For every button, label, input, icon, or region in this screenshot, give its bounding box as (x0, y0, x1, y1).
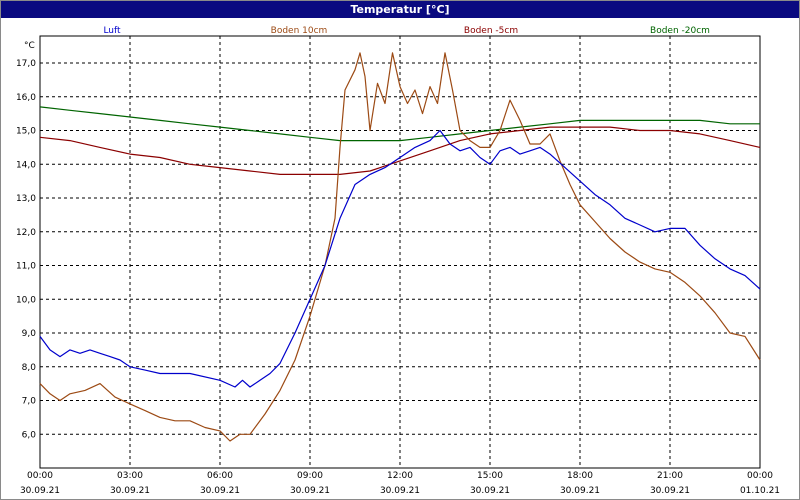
legend-entry: Boden 10cm (271, 26, 328, 36)
y-tick-label: 13,0 (16, 194, 36, 204)
x-tick-date: 30.09.21 (650, 486, 690, 496)
y-tick-label: 17,0 (16, 59, 36, 69)
series-lines (39, 52, 761, 442)
y-tick-label: 11,0 (16, 262, 36, 272)
y-axis-ticks: 6,0 7,0 8,0 9,0 10,0 11,0 12,0 13,0 14,0 15,0 16,0… (16, 59, 36, 440)
x-tick-date: 30.09.21 (290, 486, 330, 496)
y-tick-label: 8,0 (22, 363, 37, 373)
legend-entry: Boden -5cm (464, 26, 518, 36)
y-axis-unit: °C (24, 41, 35, 51)
series-line-boden-20cm (39, 106, 760, 142)
series-line-luft (39, 129, 761, 388)
x-tick-time: 18:00 (567, 471, 593, 481)
x-tick-date: 30.09.21 (20, 486, 60, 496)
legend-entry: Luft (103, 26, 121, 36)
x-tick-time: 09:00 (297, 471, 323, 481)
x-tick-date: 30.09.21 (470, 486, 510, 496)
y-tick-label: 14,0 (16, 160, 36, 170)
series-line-boden-5cm (39, 126, 761, 175)
y-tick-label: 9,0 (22, 329, 37, 339)
x-tick-time: 06:00 (207, 471, 233, 481)
y-tick-label: 15,0 (16, 127, 36, 137)
x-axis-ticks: 00:00 30.09.21 03:00 30.09.21 06:00 30.09.21 0… (20, 471, 780, 496)
x-tick-time: 15:00 (477, 471, 503, 481)
legend-entry: Boden -20cm (650, 26, 710, 36)
x-tick-date: 30.09.21 (380, 486, 420, 496)
series-line-boden-10cm (39, 52, 761, 442)
x-tick-time: 12:00 (387, 471, 413, 481)
x-tick-time: 21:00 (657, 471, 683, 481)
y-tick-label: 16,0 (16, 93, 36, 103)
x-tick-time: 00:00 (27, 471, 53, 481)
y-tick-label: 7,0 (22, 397, 37, 407)
y-tick-label: 10,0 (16, 295, 36, 305)
window-title: Temperatur [°C] (1, 1, 799, 18)
x-tick-time: 00:00 (747, 471, 773, 481)
x-tick-time: 03:00 (117, 471, 143, 481)
x-tick-date: 01.10.21 (740, 486, 780, 496)
legend: Luft Boden 10cm Boden -5cm Boden -20cm (103, 26, 710, 36)
x-tick-date: 30.09.21 (200, 486, 240, 496)
y-tick-label: 6,0 (22, 430, 37, 440)
x-tick-date: 30.09.21 (110, 486, 150, 496)
x-tick-date: 30.09.21 (560, 486, 600, 496)
grid (39, 35, 761, 469)
y-tick-label: 12,0 (16, 228, 36, 238)
